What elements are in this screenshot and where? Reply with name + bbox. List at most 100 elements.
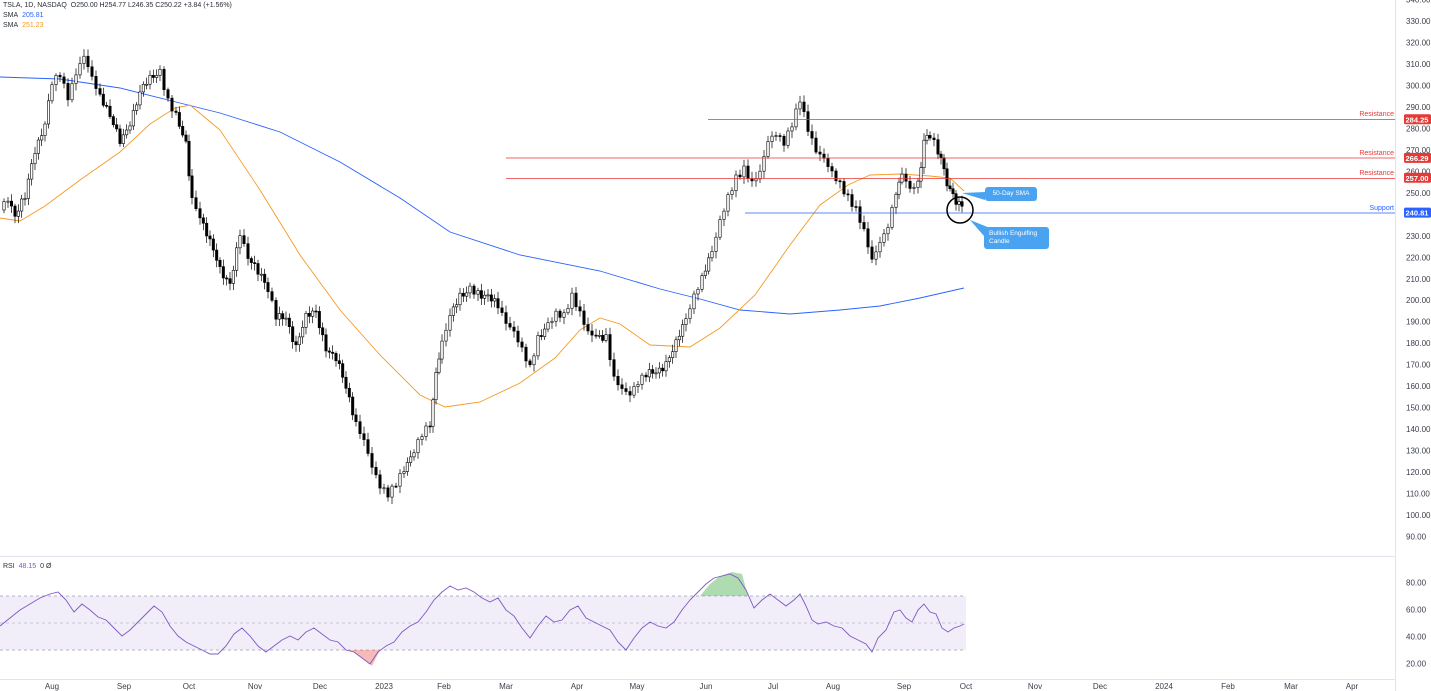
candle-body [778, 135, 782, 137]
candle-body [307, 313, 311, 317]
time-tick-label: May [629, 682, 644, 691]
candle-body [317, 311, 321, 329]
candle-body [496, 298, 500, 309]
candle-body [718, 219, 722, 238]
candle-body [412, 452, 416, 458]
candle-body [13, 205, 17, 217]
time-axis[interactable]: Aug Sep Oct Nov Dec 2023 Feb Mar Apr May Jun Jul Aug… [45, 682, 1359, 691]
sma-callout-text: 50-Day SMA [992, 190, 1030, 197]
price-tick-label: 300.00 [1406, 81, 1431, 90]
candle-body [730, 190, 734, 195]
candle-body [657, 367, 661, 374]
candle-body [394, 485, 398, 488]
candle-callout[interactable]: Bullish Engulfing Candle [984, 227, 1049, 249]
candle-body [235, 247, 239, 271]
candle-body [570, 292, 574, 309]
candle-body [726, 194, 730, 212]
rsi-legend[interactable]: RSI 48.15 0 Ø [3, 563, 53, 570]
sma50-label: SMA [3, 22, 19, 29]
candle-body [479, 290, 483, 299]
price-tick-label: 290.00 [1406, 103, 1431, 112]
candle-body [696, 288, 700, 295]
candle-body [440, 340, 444, 360]
candle-body [939, 153, 943, 159]
candle-body [500, 307, 504, 313]
candle-body [912, 187, 916, 189]
price-axis[interactable]: 340.00 330.00 320.00 310.00 300.00 290.00 280.… [1406, 0, 1431, 542]
candle-body [108, 105, 112, 117]
candle-body [608, 334, 612, 360]
candle-body [390, 485, 394, 498]
candle-body [111, 116, 115, 126]
candle-body [472, 285, 476, 295]
candle-body [539, 335, 543, 337]
candle-body [40, 135, 44, 141]
candle-body [908, 180, 912, 189]
candle-body [681, 324, 685, 337]
candle-body [628, 391, 632, 396]
candle-body [215, 249, 219, 261]
candle-body [398, 473, 402, 487]
price-tick-label: 100.00 [1406, 511, 1431, 520]
price-tag [1404, 114, 1431, 125]
rsi-oversold-fill [350, 650, 380, 666]
candle-body [444, 329, 448, 342]
candle-body [301, 327, 305, 338]
price-tick-label: 310.00 [1406, 60, 1431, 69]
rsi-extra: 0 Ø [40, 563, 52, 570]
candle-body [562, 312, 566, 318]
candle-body [897, 181, 901, 195]
price-tick-label: 230.00 [1406, 232, 1431, 241]
candle-body [74, 74, 78, 84]
candle-body [242, 235, 246, 244]
candle-body [221, 266, 225, 279]
rsi-tick-label: 60.00 [1406, 606, 1427, 615]
candle-body [932, 137, 936, 140]
candle-body [94, 76, 98, 89]
candle-body [205, 222, 209, 237]
candle-body [928, 135, 932, 139]
rsi-tick-label: 20.00 [1406, 660, 1427, 669]
candle-body [218, 259, 222, 267]
candle-body [284, 317, 288, 320]
candle-body [870, 246, 874, 260]
candle-body [409, 456, 413, 463]
engulfing-candle-circle[interactable] [946, 196, 974, 224]
candle-body [131, 110, 135, 127]
candle-body [420, 436, 424, 440]
candle-body [520, 341, 524, 348]
candle-body [145, 83, 149, 86]
candle-body [54, 74, 58, 85]
candle-body [10, 200, 14, 207]
price-tick-label: 260.00 [1406, 167, 1431, 176]
candle-body [742, 165, 746, 178]
candle-body [566, 308, 570, 314]
time-tick-label: Jul [768, 682, 778, 691]
candle-body [524, 346, 528, 362]
candle-body [838, 180, 842, 183]
price-tick-label: 200.00 [1406, 296, 1431, 305]
candle-body [424, 425, 428, 437]
sma200-line [0, 76, 965, 315]
candle-body [263, 273, 267, 283]
candle-body [321, 327, 325, 336]
sma200-legend[interactable]: SMA 205.81 [3, 12, 46, 19]
candle-body [337, 360, 341, 364]
sma50-legend[interactable]: SMA 251.23 [3, 22, 46, 29]
candle-body [661, 367, 665, 372]
candle-body [66, 83, 70, 101]
candle-body [782, 136, 786, 146]
candle-body [366, 439, 370, 454]
candle-body [256, 263, 260, 275]
rsi-axis[interactable]: 80.00 60.00 40.00 20.00 [1406, 579, 1427, 669]
price-tick-label: 280.00 [1406, 124, 1431, 133]
candle-body [128, 125, 132, 131]
candle-body [850, 194, 854, 207]
price-tick-label: 340.00 [1406, 0, 1431, 5]
candle-body [886, 227, 890, 235]
time-tick-label: Aug [45, 682, 59, 691]
symbol-legend[interactable]: TSLA, 1D, NASDAQ O250.00 H254.77 L246.35… [3, 2, 234, 9]
sma-callout[interactable]: 50-Day SMA [985, 187, 1037, 201]
candle-body [118, 128, 122, 144]
